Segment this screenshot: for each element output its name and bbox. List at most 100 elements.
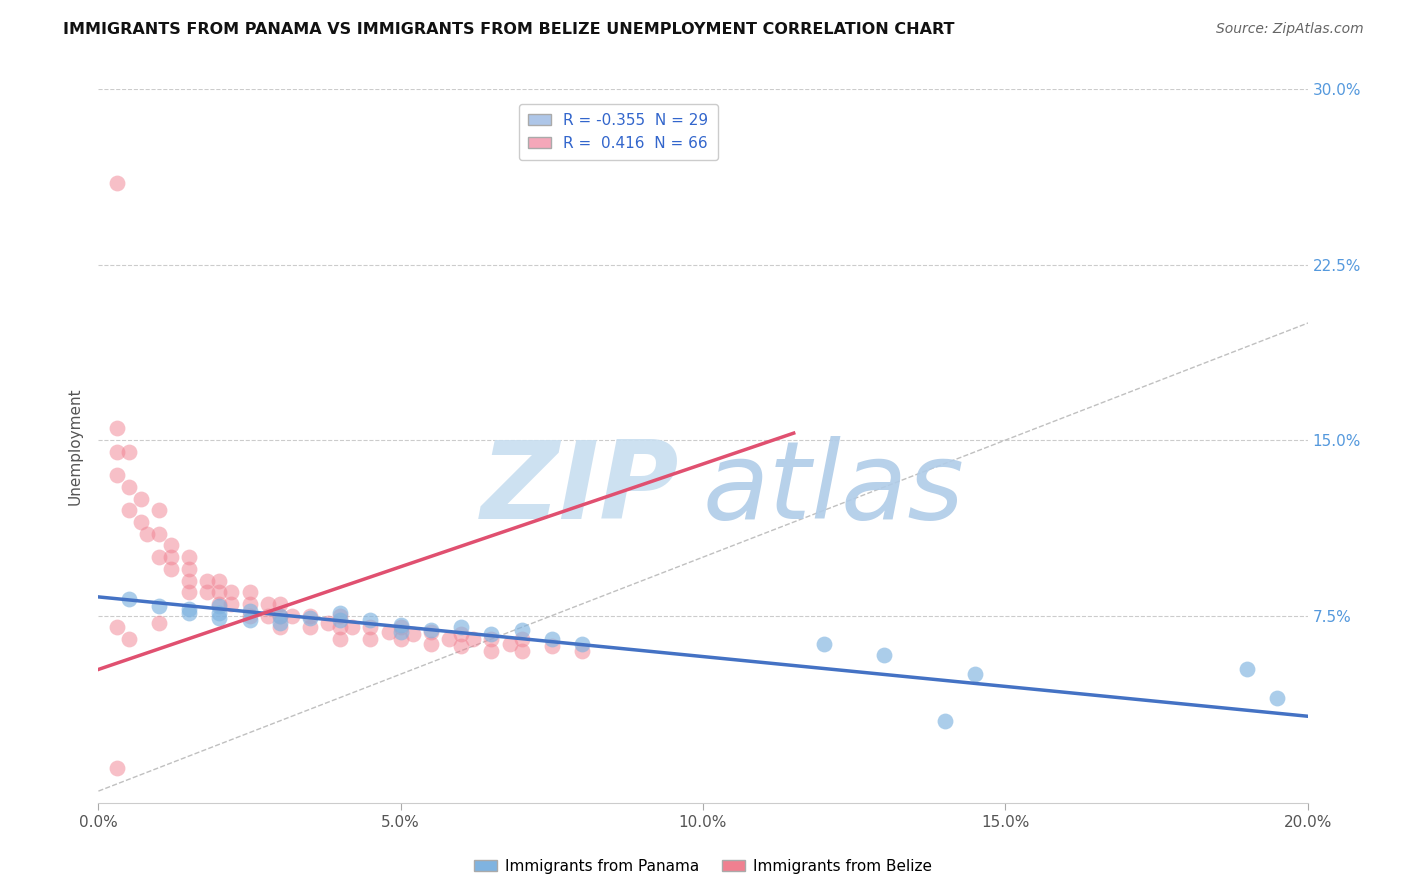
- Point: [329, 620, 352, 634]
- Point: [256, 608, 278, 623]
- Point: [148, 599, 170, 614]
- Point: [160, 538, 183, 552]
- Point: [118, 445, 141, 459]
- Point: [420, 625, 443, 640]
- Text: IMMIGRANTS FROM PANAMA VS IMMIGRANTS FROM BELIZE UNEMPLOYMENT CORRELATION CHART: IMMIGRANTS FROM PANAMA VS IMMIGRANTS FRO…: [63, 22, 955, 37]
- Point: [239, 585, 262, 599]
- Point: [118, 632, 141, 646]
- Point: [269, 608, 291, 623]
- Point: [540, 639, 562, 653]
- Point: [377, 625, 399, 640]
- Point: [118, 592, 141, 607]
- Point: [329, 608, 352, 623]
- Point: [269, 597, 291, 611]
- Point: [316, 615, 339, 630]
- Point: [239, 613, 262, 627]
- Point: [195, 574, 218, 588]
- Point: [135, 526, 157, 541]
- Point: [329, 613, 352, 627]
- Point: [239, 604, 262, 618]
- Point: [129, 491, 152, 506]
- Point: [179, 574, 201, 588]
- Point: [269, 608, 291, 623]
- Point: [105, 468, 128, 483]
- Point: [148, 503, 170, 517]
- Point: [360, 613, 382, 627]
- Point: [179, 607, 201, 621]
- Point: [269, 620, 291, 634]
- Point: [510, 632, 533, 646]
- Point: [299, 608, 322, 623]
- Point: [208, 585, 231, 599]
- Legend: R = -0.355  N = 29, R =  0.416  N = 66: R = -0.355 N = 29, R = 0.416 N = 66: [519, 104, 717, 160]
- Point: [510, 644, 533, 658]
- Point: [360, 620, 382, 634]
- Point: [299, 611, 322, 625]
- Point: [148, 550, 170, 565]
- Point: [402, 627, 425, 641]
- Point: [105, 761, 128, 775]
- Point: [481, 632, 503, 646]
- Point: [389, 632, 412, 646]
- Point: [510, 623, 533, 637]
- Point: [179, 550, 201, 565]
- Point: [118, 480, 141, 494]
- Text: ZIP: ZIP: [481, 436, 679, 541]
- Point: [498, 637, 520, 651]
- Point: [450, 627, 472, 641]
- Point: [450, 620, 472, 634]
- Y-axis label: Unemployment: Unemployment: [67, 387, 83, 505]
- Point: [208, 611, 231, 625]
- Point: [208, 574, 231, 588]
- Point: [208, 607, 231, 621]
- Point: [342, 620, 364, 634]
- Point: [179, 562, 201, 576]
- Point: [329, 607, 352, 621]
- Point: [481, 627, 503, 641]
- Point: [571, 637, 593, 651]
- Point: [105, 620, 128, 634]
- Point: [269, 615, 291, 630]
- Point: [813, 637, 835, 651]
- Point: [105, 421, 128, 435]
- Point: [221, 597, 243, 611]
- Point: [160, 562, 183, 576]
- Point: [160, 550, 183, 565]
- Point: [148, 615, 170, 630]
- Point: [1236, 662, 1258, 676]
- Text: Source: ZipAtlas.com: Source: ZipAtlas.com: [1216, 22, 1364, 37]
- Point: [420, 623, 443, 637]
- Point: [281, 608, 304, 623]
- Point: [934, 714, 956, 728]
- Point: [965, 667, 987, 681]
- Point: [208, 599, 231, 614]
- Point: [208, 597, 231, 611]
- Point: [481, 644, 503, 658]
- Point: [179, 601, 201, 615]
- Point: [195, 585, 218, 599]
- Point: [105, 176, 128, 190]
- Point: [389, 625, 412, 640]
- Point: [463, 632, 485, 646]
- Point: [148, 526, 170, 541]
- Point: [239, 608, 262, 623]
- Point: [571, 644, 593, 658]
- Point: [221, 585, 243, 599]
- Point: [256, 597, 278, 611]
- Point: [105, 445, 128, 459]
- Point: [450, 639, 472, 653]
- Point: [873, 648, 896, 663]
- Point: [239, 597, 262, 611]
- Point: [420, 637, 443, 651]
- Point: [540, 632, 562, 646]
- Point: [360, 632, 382, 646]
- Point: [299, 620, 322, 634]
- Point: [329, 632, 352, 646]
- Point: [389, 620, 412, 634]
- Point: [437, 632, 460, 646]
- Legend: Immigrants from Panama, Immigrants from Belize: Immigrants from Panama, Immigrants from …: [468, 853, 938, 880]
- Point: [389, 618, 412, 632]
- Point: [1267, 690, 1289, 705]
- Point: [179, 585, 201, 599]
- Point: [118, 503, 141, 517]
